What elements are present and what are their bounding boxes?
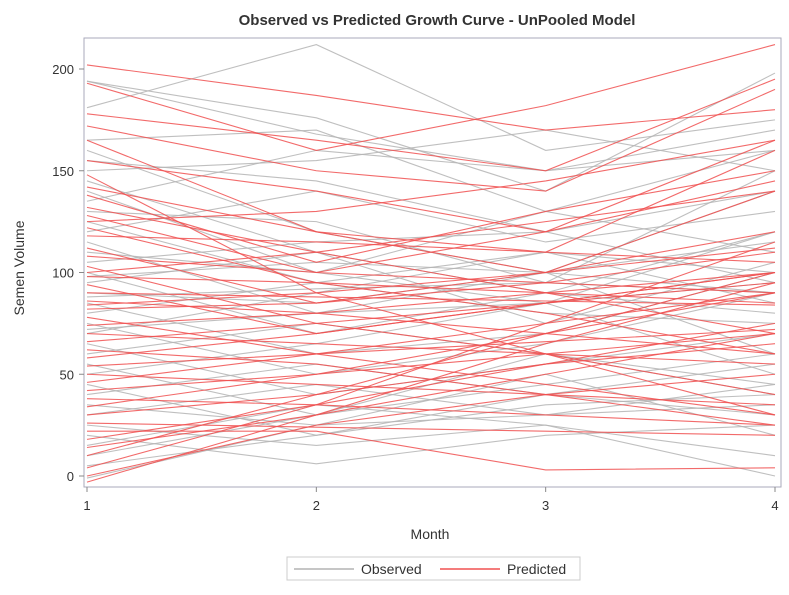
predicted-line-41 xyxy=(86,373,776,477)
predicted-line-12 xyxy=(86,235,776,263)
predicted-line-1 xyxy=(86,44,776,151)
predicted-line-29 xyxy=(86,292,776,383)
predicted-line-20 xyxy=(86,251,776,310)
y-axis-label: Semen Volume xyxy=(11,220,27,315)
predicted-line-39 xyxy=(86,241,776,469)
observed-line-0 xyxy=(86,43,776,151)
axes: 1 2 3 4 0 50 100 150 200 xyxy=(52,62,778,513)
predicted-line-27 xyxy=(86,328,776,367)
predicted-line-40 xyxy=(86,282,776,483)
predicted-line-16 xyxy=(86,276,776,304)
observed-line-1 xyxy=(86,72,776,192)
chart-title: Observed vs Predicted Growth Curve - UnP… xyxy=(239,12,636,29)
x-tick-label: 3 xyxy=(542,498,549,513)
observed-line-19 xyxy=(86,292,776,375)
y-tick-label: 200 xyxy=(52,62,74,77)
observed-line-10 xyxy=(86,190,776,243)
observed-line-5 xyxy=(86,129,776,172)
x-tick-label: 2 xyxy=(313,498,320,513)
x-axis-label: Month xyxy=(411,526,450,542)
series-lines xyxy=(86,43,776,483)
y-tick-label: 50 xyxy=(60,367,74,382)
predicted-line-44 xyxy=(86,247,776,306)
x-tick-label: 4 xyxy=(771,498,778,513)
predicted-line-23 xyxy=(86,333,776,365)
predicted-line-26 xyxy=(86,271,776,359)
predicted-line-3 xyxy=(86,88,776,192)
predicted-line-0 xyxy=(86,64,776,131)
x-tick-label: 1 xyxy=(83,498,90,513)
y-tick-label: 150 xyxy=(52,164,74,179)
predicted-line-5 xyxy=(86,139,776,233)
predicted-line-11 xyxy=(86,227,776,355)
predicted-line-24 xyxy=(86,282,776,343)
legend-label-observed: Observed xyxy=(361,561,422,577)
predicted-line-28 xyxy=(86,373,776,406)
predicted-line-36 xyxy=(86,322,776,440)
predicted-line-37 xyxy=(86,333,776,449)
predicted-line-2 xyxy=(86,78,776,172)
legend: Observed Predicted xyxy=(286,556,581,581)
observed-line-36 xyxy=(86,160,776,233)
y-tick-label: 0 xyxy=(67,469,74,484)
legend-label-predicted: Predicted xyxy=(507,561,566,577)
y-tick-label: 100 xyxy=(52,266,74,281)
legend-box xyxy=(286,556,581,581)
predicted-line-42 xyxy=(86,139,776,223)
observed-line-3 xyxy=(86,129,776,213)
predicted-line-4 xyxy=(86,139,776,253)
observed-line-30 xyxy=(86,424,776,465)
predicted-line-43 xyxy=(86,190,776,274)
